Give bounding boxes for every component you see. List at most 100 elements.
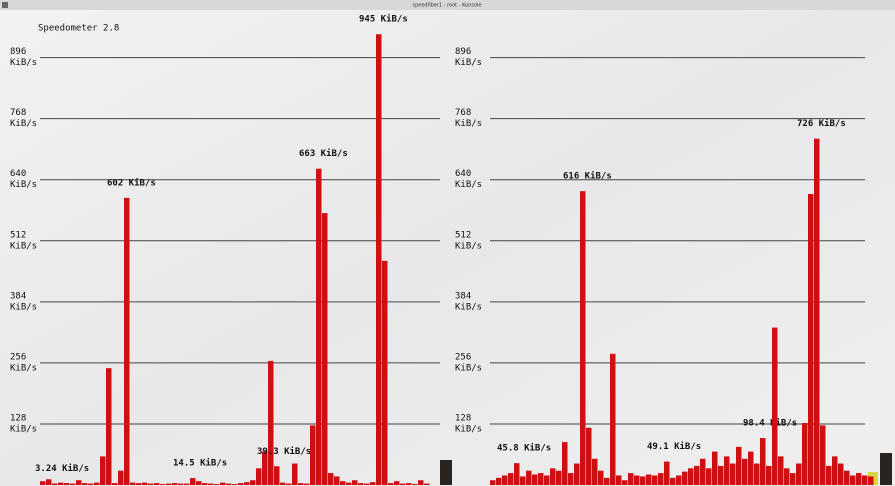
bar	[232, 484, 238, 485]
y-tick-label: 640	[455, 169, 471, 179]
value-label: 3.24 KiB/s	[35, 463, 89, 474]
bar	[154, 483, 160, 485]
bar	[574, 463, 580, 485]
bar	[766, 465, 772, 485]
bar	[160, 484, 166, 485]
bar	[280, 482, 286, 485]
bar	[538, 473, 544, 485]
bar	[694, 465, 700, 485]
current-indicator	[880, 453, 892, 485]
bar	[238, 483, 244, 485]
bar	[112, 483, 118, 485]
bar	[412, 484, 418, 485]
bar	[580, 191, 586, 485]
bar	[784, 468, 790, 485]
bar	[406, 483, 412, 485]
window-icon[interactable]	[2, 2, 8, 8]
bar	[718, 465, 724, 485]
bar	[100, 456, 106, 485]
bar	[322, 213, 328, 486]
bar	[298, 483, 304, 485]
value-label: 616 KiB/s	[563, 171, 612, 182]
value-label: 14.5 KiB/s	[173, 458, 227, 469]
title-bar	[0, 0, 895, 10]
bar	[568, 473, 574, 485]
bar	[778, 456, 784, 485]
bar	[106, 368, 112, 485]
value-label: 39.3 KiB/s	[257, 446, 311, 457]
y-tick-label: 768	[10, 108, 26, 118]
bar	[82, 483, 88, 485]
bar	[142, 482, 148, 485]
bar	[586, 427, 592, 485]
bar	[796, 463, 802, 485]
bar	[526, 470, 532, 485]
app-title: Speedometer 2.8	[38, 24, 119, 34]
bar	[838, 463, 844, 485]
bar	[226, 483, 232, 485]
value-label: 945 KiB/s	[359, 14, 408, 25]
bar	[862, 475, 868, 485]
value-label: 602 KiB/s	[107, 177, 156, 188]
bar	[364, 483, 370, 485]
bar	[808, 194, 814, 485]
bar	[730, 463, 736, 485]
y-tick-label: 128	[10, 413, 26, 423]
bar	[652, 475, 658, 485]
bar	[562, 442, 568, 485]
bar	[76, 480, 82, 485]
bar	[706, 468, 712, 485]
bar	[208, 483, 214, 485]
bar	[334, 476, 340, 485]
y-tick-label: 896	[10, 47, 26, 57]
bar	[190, 478, 196, 485]
value-label: 726 KiB/s	[797, 118, 846, 129]
bar	[610, 353, 616, 485]
y-tick-unit: KiB/s	[455, 302, 482, 312]
value-label: 663 KiB/s	[299, 148, 348, 159]
bar	[700, 458, 706, 485]
bar	[292, 463, 298, 485]
bar	[826, 465, 832, 485]
bar	[394, 481, 400, 485]
bar	[94, 482, 100, 485]
y-tick-unit: KiB/s	[455, 241, 482, 251]
bar	[340, 481, 346, 485]
bar	[712, 451, 718, 485]
bar	[274, 466, 280, 485]
bar	[676, 475, 682, 485]
bar	[184, 483, 190, 485]
bar	[514, 463, 520, 485]
y-tick-unit: KiB/s	[455, 363, 482, 373]
bar	[688, 468, 694, 485]
bar	[844, 470, 850, 485]
bar	[868, 476, 874, 485]
bar	[196, 481, 202, 485]
bar	[640, 476, 646, 485]
bar	[40, 481, 46, 485]
bar	[664, 461, 670, 485]
bar	[598, 470, 604, 485]
bar	[550, 468, 556, 485]
bar	[88, 483, 94, 485]
bar	[358, 483, 364, 485]
bar	[490, 480, 496, 485]
bar	[742, 458, 748, 485]
bar	[634, 475, 640, 485]
bar	[592, 458, 598, 485]
bar	[628, 473, 634, 485]
bar	[286, 483, 292, 485]
bar	[178, 483, 184, 485]
current-indicator	[440, 460, 452, 485]
bar	[658, 473, 664, 485]
bar	[856, 473, 862, 485]
y-tick-label: 256	[455, 352, 471, 362]
bar	[382, 260, 388, 485]
bar	[214, 484, 220, 485]
bar	[64, 483, 70, 485]
y-tick-unit: KiB/s	[455, 119, 482, 129]
window-title: speedfiber1 : root - Konsole	[413, 3, 482, 9]
bar	[58, 482, 64, 485]
bar	[352, 480, 358, 485]
